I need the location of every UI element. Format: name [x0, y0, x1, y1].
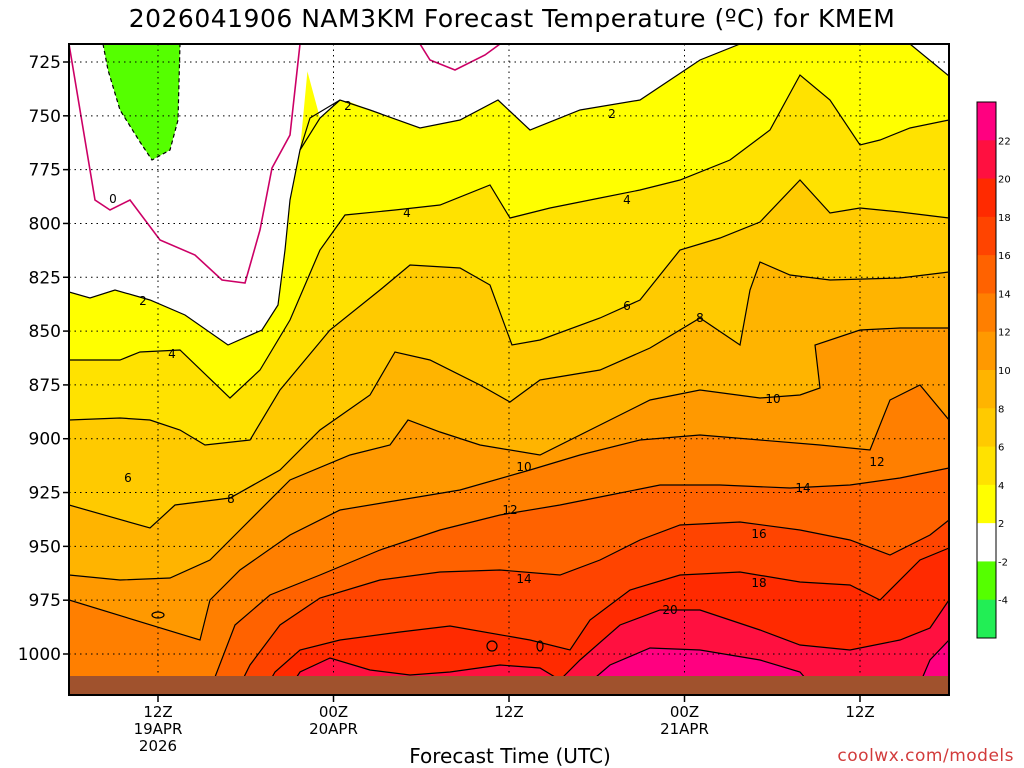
- x-tick-label: 12Z: [143, 703, 172, 721]
- y-tick-label: 900: [29, 430, 61, 450]
- colorbar-label: 12: [998, 328, 1011, 339]
- contour-label: 8: [227, 492, 235, 506]
- credit-link[interactable]: coolwx.com/models: [837, 746, 1014, 766]
- colorbar-swatch: [977, 178, 996, 218]
- x-tick-label: 21APR: [660, 720, 709, 738]
- contour-label: 10: [516, 460, 531, 474]
- colorbar-label: 2: [998, 519, 1004, 530]
- contour-lines: [69, 44, 949, 695]
- contour-label: 2: [344, 99, 352, 113]
- x-tick-label: 19APR: [134, 720, 183, 738]
- colorbar-swatch: [977, 255, 996, 294]
- y-tick-label: 875: [29, 376, 61, 396]
- colorbar-label: -2: [998, 557, 1008, 568]
- contour-label: 10: [765, 392, 780, 406]
- colorbar-swatch: [977, 293, 996, 333]
- colorbar-frame: [976, 101, 997, 639]
- ground-surface: [69, 676, 949, 695]
- colorbar-swatch: [977, 523, 996, 562]
- colorbar-swatch: [977, 102, 996, 141]
- colorbar-swatch: [977, 331, 996, 371]
- y-tick-label: 850: [29, 322, 61, 342]
- x-axis-title: Forecast Time (UTC): [409, 744, 611, 768]
- contour-label: 2: [139, 294, 147, 308]
- contour-label: 16: [751, 527, 766, 541]
- region-0-2: [69, 44, 949, 160]
- colorbar-label: 14: [998, 289, 1011, 300]
- contour-label: 12: [869, 455, 884, 469]
- contour-label: 14: [516, 572, 531, 586]
- contour-label: 6: [124, 471, 132, 485]
- x-tick-label: 20APR: [309, 720, 358, 738]
- y-tick-label: 800: [29, 214, 61, 234]
- colorbar-swatch: [977, 599, 996, 639]
- colorbar-label: 8: [998, 404, 1004, 415]
- y-tick-label: 925: [29, 484, 61, 504]
- x-tick-label: 00Z: [319, 703, 348, 721]
- chart-title: 2026041906 NAM3KM Forecast Temperature (…: [128, 4, 896, 33]
- colorbar-swatch: [977, 140, 996, 180]
- colorbar-label: 18: [998, 213, 1011, 224]
- colorbar-label: 4: [998, 481, 1004, 492]
- contour-label: 18: [751, 576, 766, 590]
- colorbar-swatch: [977, 561, 996, 601]
- y-tick-label: 975: [29, 591, 61, 611]
- colorbar-label: 22: [998, 136, 1011, 147]
- y-tick-label: 825: [29, 268, 61, 288]
- x-tick-label: 12Z: [494, 703, 523, 721]
- grid-lines: [69, 44, 949, 695]
- x-tick-label: 2026: [139, 737, 177, 755]
- y-axis: 725 750 775 800 825 850 875 900 925 950 975 1000: [18, 53, 69, 665]
- y-tick-label: 950: [29, 537, 61, 557]
- contour-label: 20: [662, 603, 677, 617]
- region-green: [103, 44, 180, 160]
- colorbar: 22 20 18 16 14 12 10 8 6 4 2 -2 -4: [976, 101, 1011, 639]
- y-tick-label: 750: [29, 107, 61, 127]
- contour-labels: 0 2 2 2 4 4 4 6 6 8 8 10 10 12 12 14 14 16 18 20: [109, 99, 884, 617]
- colorbar-label: -4: [998, 596, 1008, 607]
- contour-zero-top: [419, 44, 501, 71]
- colorbar-swatch: [977, 446, 996, 486]
- y-tick-label: 725: [29, 53, 61, 73]
- contour-label: 8: [696, 311, 704, 325]
- colorbar-swatch: [977, 370, 996, 409]
- contour-label: 4: [403, 206, 411, 220]
- contour-label: 0: [109, 192, 117, 206]
- y-tick-label: 1000: [18, 645, 61, 665]
- contour-label: 6: [623, 299, 631, 313]
- contour-label: 2: [608, 107, 616, 121]
- contour-zero: [69, 44, 301, 284]
- contour-label: 12: [502, 503, 517, 517]
- y-tick-label: 775: [29, 161, 61, 181]
- colorbar-label: 6: [998, 443, 1004, 454]
- x-tick-label: 00Z: [670, 703, 699, 721]
- contour-label: 4: [168, 347, 176, 361]
- colorbar-label: 10: [998, 366, 1011, 377]
- contour-label: 14: [795, 481, 810, 495]
- colorbar-label: 16: [998, 251, 1011, 262]
- colorbar-swatch: [977, 408, 996, 448]
- colorbar-swatch: [977, 484, 996, 524]
- colorbar-swatch: [977, 216, 996, 256]
- colorbar-label: 20: [998, 175, 1011, 186]
- contour-label: 4: [623, 193, 631, 207]
- x-tick-label: 12Z: [845, 703, 874, 721]
